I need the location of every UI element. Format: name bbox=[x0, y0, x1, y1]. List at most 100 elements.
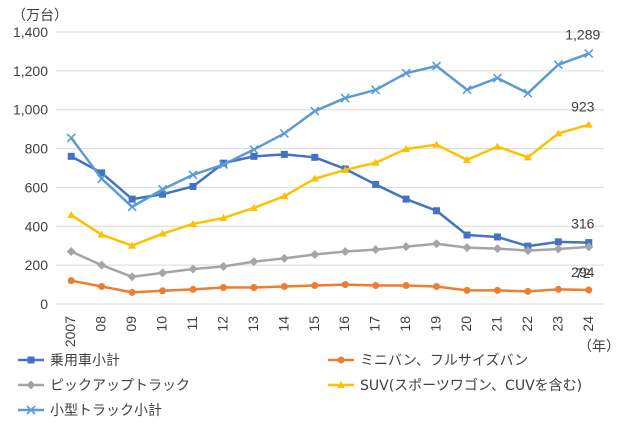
series-2 bbox=[66, 239, 594, 282]
marker-stroke bbox=[340, 93, 350, 103]
data-point bbox=[524, 287, 532, 295]
data-point bbox=[311, 153, 319, 161]
legend-item: SUV(スポーツワゴン、CUVを含む) bbox=[328, 377, 582, 394]
y-unit-label: （万台） bbox=[12, 8, 68, 24]
legend-label: ミニバン、フルサイズバン bbox=[360, 353, 528, 369]
data-point bbox=[462, 85, 472, 95]
series-group bbox=[66, 49, 594, 296]
x-tick-label: 20 bbox=[458, 316, 474, 332]
data-point bbox=[341, 281, 349, 289]
data-point bbox=[523, 246, 533, 256]
data-point bbox=[462, 243, 472, 253]
data-point bbox=[218, 159, 229, 170]
data-point bbox=[554, 129, 563, 137]
data-point bbox=[553, 60, 563, 70]
data-point bbox=[492, 73, 503, 83]
series-3 bbox=[67, 120, 593, 249]
data-point bbox=[372, 181, 380, 189]
legend-marker bbox=[27, 356, 35, 364]
data-point bbox=[97, 260, 107, 270]
data-point bbox=[67, 211, 76, 219]
gridlines bbox=[56, 31, 604, 266]
x-tick-label: 09 bbox=[123, 316, 139, 332]
data-point bbox=[280, 150, 288, 158]
data-point bbox=[371, 158, 380, 166]
x-axis-ticks: 2007 08 09 10 11 12 13 14 15 16 17 18 19 20 21 22 23 24 bbox=[62, 316, 596, 347]
marker-stroke bbox=[127, 202, 137, 212]
marker-stroke bbox=[431, 61, 442, 71]
data-point bbox=[340, 247, 350, 257]
legend-item: ピックアップトラック bbox=[18, 378, 190, 394]
legend-label: 乗用車小計 bbox=[50, 352, 120, 369]
x-tick-label: 16 bbox=[336, 316, 352, 332]
data-label: 923 bbox=[571, 99, 595, 115]
x-tick-label: 15 bbox=[306, 316, 322, 332]
data-label: 316 bbox=[571, 216, 595, 232]
x-tick-label: 12 bbox=[214, 316, 230, 332]
marker-stroke bbox=[26, 405, 36, 415]
data-point bbox=[493, 233, 501, 241]
x-tick-label: 21 bbox=[488, 316, 504, 332]
data-point bbox=[159, 190, 167, 198]
series-line bbox=[70, 123, 590, 247]
x-tick-label: 24 bbox=[580, 316, 596, 332]
data-point bbox=[402, 282, 410, 290]
data-point bbox=[463, 231, 471, 239]
data-point bbox=[157, 184, 168, 194]
data-point bbox=[584, 49, 594, 59]
data-point bbox=[554, 285, 562, 293]
data-point bbox=[584, 120, 593, 128]
x-unit-label: （年） bbox=[578, 339, 620, 355]
data-point bbox=[310, 106, 320, 116]
x-tick-label: 23 bbox=[549, 316, 565, 332]
data-label: 72 bbox=[575, 265, 591, 281]
data-point bbox=[249, 203, 258, 211]
data-point bbox=[280, 192, 289, 200]
legend-marker bbox=[337, 381, 345, 388]
legend-item: 小型トラック小計 bbox=[18, 403, 162, 419]
data-point bbox=[523, 153, 532, 161]
y-tick-label: 600 bbox=[25, 179, 49, 195]
data-point bbox=[493, 286, 501, 294]
data-point bbox=[433, 207, 441, 215]
data-point bbox=[249, 144, 259, 155]
series-0 bbox=[67, 150, 593, 250]
series-line bbox=[70, 52, 590, 209]
data-point bbox=[401, 68, 411, 78]
data-point bbox=[98, 283, 106, 291]
legend-marker bbox=[26, 380, 36, 390]
data-label: 294 bbox=[571, 264, 595, 280]
x-tick-label: 18 bbox=[397, 316, 413, 332]
data-point bbox=[66, 247, 76, 257]
y-tick-label: 1,400 bbox=[13, 24, 48, 40]
y-axis-ticks: 0 200 400 600 800 1,000 1,200 1,400 bbox=[13, 24, 48, 312]
marker-stroke bbox=[218, 159, 229, 170]
data-point bbox=[340, 93, 350, 103]
data-point bbox=[127, 272, 137, 282]
data-point bbox=[189, 285, 197, 293]
data-point bbox=[402, 144, 411, 152]
data-point bbox=[310, 174, 319, 182]
data-point bbox=[128, 288, 136, 296]
series-line bbox=[70, 279, 589, 294]
legend-label: SUV(スポーツワゴン、CUVを含む) bbox=[360, 377, 582, 394]
data-point bbox=[463, 286, 471, 294]
data-point bbox=[127, 202, 137, 212]
x-tick-label: 2007 bbox=[62, 316, 78, 347]
x-tick-label: 17 bbox=[367, 316, 383, 332]
data-point bbox=[219, 283, 227, 291]
data-point bbox=[128, 241, 137, 249]
data-point bbox=[67, 152, 75, 160]
data-point bbox=[431, 61, 442, 71]
marker-stroke bbox=[188, 170, 198, 180]
data-point bbox=[554, 238, 562, 246]
data-point bbox=[523, 88, 533, 98]
data-label: 1,289 bbox=[565, 27, 600, 43]
data-point bbox=[279, 128, 289, 138]
legend-label: 小型トラック小計 bbox=[50, 403, 162, 419]
x-tick-label: 22 bbox=[519, 316, 535, 332]
x-tick-label: 19 bbox=[428, 316, 444, 332]
data-point bbox=[280, 283, 288, 291]
